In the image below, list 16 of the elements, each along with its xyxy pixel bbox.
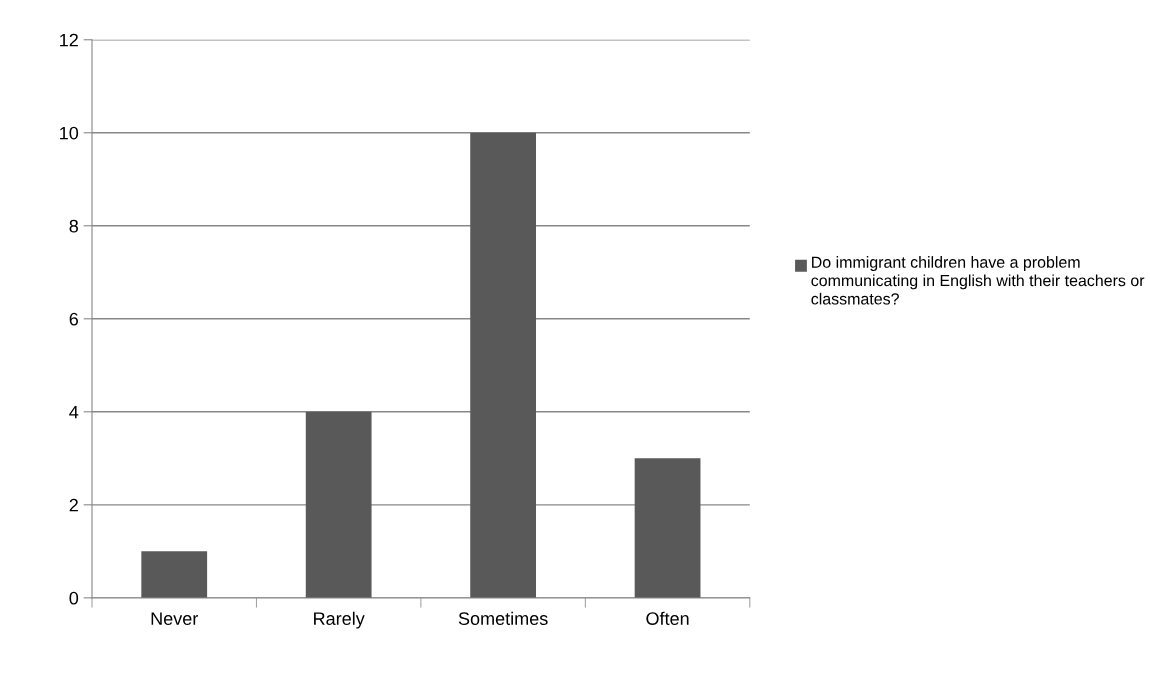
x-tick-label: Sometimes bbox=[458, 611, 548, 625]
x-tick-label: Rarely bbox=[314, 611, 365, 629]
y-tick-label: 2 bbox=[69, 498, 78, 512]
y-tick-label: 12 bbox=[60, 33, 78, 47]
x-tick-label: Often bbox=[646, 611, 689, 625]
y-tick-label: 0 bbox=[69, 591, 79, 605]
legend-label: Do immigrant children have a problem communicating in English with their teachers or classmates? bbox=[811, 256, 1145, 305]
bar bbox=[634, 458, 701, 598]
bar bbox=[305, 411, 372, 598]
x-tick-label: Never bbox=[151, 612, 199, 625]
bar bbox=[141, 551, 208, 598]
y-tick-label: 8 bbox=[69, 219, 79, 233]
bar bbox=[470, 132, 537, 598]
y-tick-label: 4 bbox=[69, 405, 79, 419]
y-tick-label: 10 bbox=[60, 126, 79, 140]
y-tick-label: 6 bbox=[69, 312, 79, 326]
